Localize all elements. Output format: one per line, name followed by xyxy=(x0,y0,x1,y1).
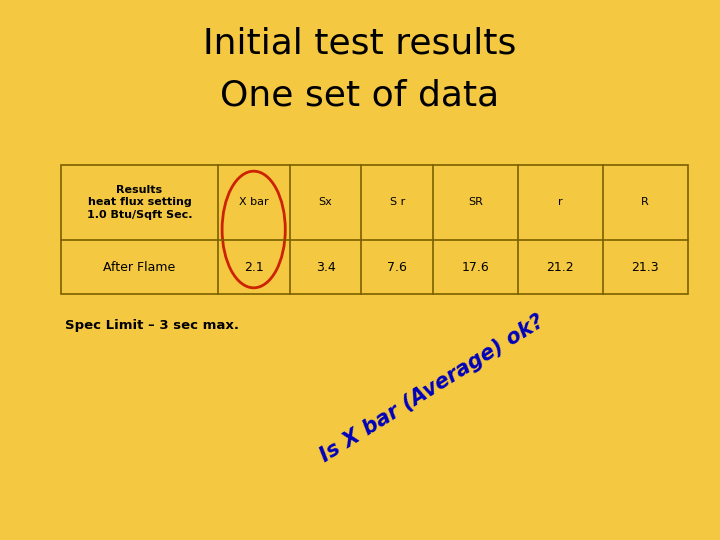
Text: R: R xyxy=(642,197,649,207)
Text: 21.2: 21.2 xyxy=(546,261,574,274)
Text: Spec Limit – 3 sec max.: Spec Limit – 3 sec max. xyxy=(65,319,239,332)
Text: 3.4: 3.4 xyxy=(315,261,336,274)
Text: 17.6: 17.6 xyxy=(462,261,490,274)
Text: Is X bar (Average) ok?: Is X bar (Average) ok? xyxy=(316,312,548,466)
Text: 7.6: 7.6 xyxy=(387,261,408,274)
Text: r: r xyxy=(558,197,562,207)
Text: One set of data: One set of data xyxy=(220,78,500,112)
Text: 21.3: 21.3 xyxy=(631,261,659,274)
Text: After Flame: After Flame xyxy=(104,261,176,274)
Text: S r: S r xyxy=(390,197,405,207)
Bar xyxy=(61,165,688,294)
Text: X bar: X bar xyxy=(239,197,269,207)
Text: Results
heat flux setting
1.0 Btu/Sqft Sec.: Results heat flux setting 1.0 Btu/Sqft S… xyxy=(86,185,192,220)
Text: 2.1: 2.1 xyxy=(244,261,264,274)
Text: SR: SR xyxy=(468,197,483,207)
Text: Sx: Sx xyxy=(318,197,333,207)
Text: Initial test results: Initial test results xyxy=(203,27,517,61)
